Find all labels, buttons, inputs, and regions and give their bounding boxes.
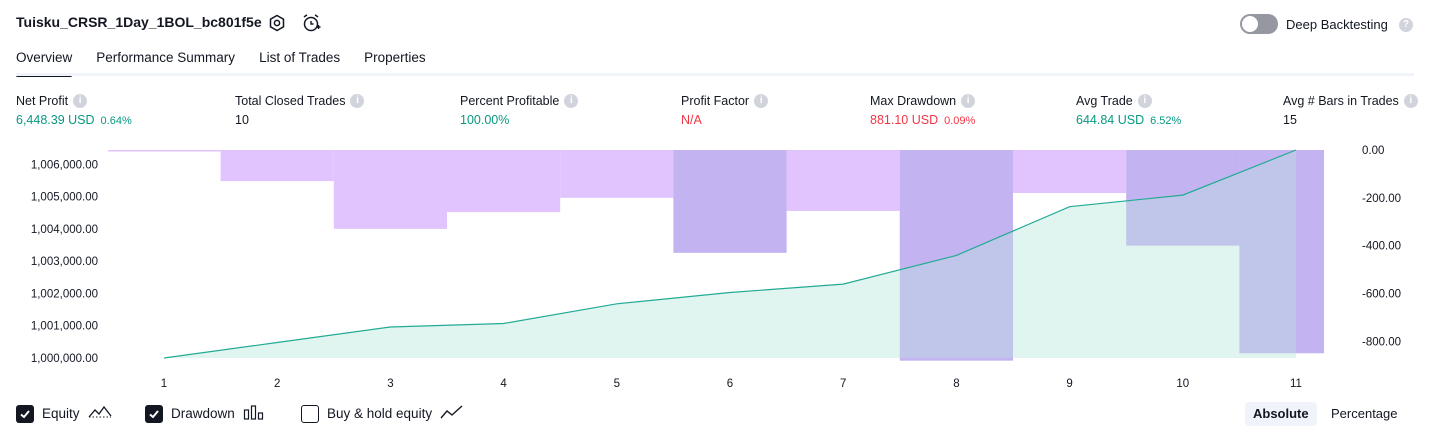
left-axis-tick-label: 1,006,000.00 [31, 159, 98, 171]
drawdown-bar [560, 150, 674, 198]
right-axis-tick-label: -600.00 [1362, 288, 1401, 300]
metric-label: Avg # Bars in Trades [1283, 94, 1399, 108]
equity-line-icon [88, 404, 112, 423]
metric-percent-profitable: Percent Profitable i 100.00% [460, 94, 579, 127]
checkbox-unchecked[interactable] [301, 404, 319, 423]
x-axis-tick-label: 8 [953, 378, 959, 390]
metric-value: 881.10 USD [870, 113, 939, 127]
question-icon[interactable]: ? [1399, 18, 1413, 32]
x-axis-tick-label: 2 [274, 378, 280, 390]
legend-equity[interactable]: Equity [16, 404, 112, 423]
tab-overview[interactable]: Overview [16, 48, 73, 77]
drawdown-bar [447, 150, 561, 213]
left-axis-tick-label: 1,005,000.00 [31, 192, 98, 204]
legend-drawdown[interactable]: Drawdown [145, 404, 265, 423]
metric-avg-bars: Avg # Bars in Trades i 15 [1283, 94, 1418, 127]
drawdown-bar-overlay [1126, 150, 1240, 246]
equity-drawdown-chart[interactable]: 1,006,000.00 1,005,000.00 1,004,000.00 1,00… [0, 140, 1431, 396]
metric-value: 15 [1283, 113, 1297, 127]
left-axis-tick-label: 1,001,000.00 [31, 321, 98, 333]
left-axis-tick-label: 1,000,000.00 [31, 353, 98, 365]
left-axis-tick-label: 1,003,000.00 [31, 256, 98, 268]
drawdown-bar [673, 150, 787, 253]
checkbox-checked[interactable] [16, 404, 34, 423]
x-axis-tick-label: 11 [1290, 378, 1302, 390]
equity-area [164, 150, 1296, 358]
metric-label: Percent Profitable [460, 94, 560, 108]
x-axis-tick-label: 1 [161, 378, 167, 390]
metric-net-profit: Net Profit i 6,448.39 USD 0.64% [16, 94, 132, 127]
x-axis-tick-label: 5 [614, 378, 620, 390]
equity-line [163, 149, 1297, 359]
metric-profit-factor: Profit Factor i N/A [681, 94, 769, 127]
deep-backtesting-label: Deep Backtesting [1286, 17, 1388, 32]
left-axis-tick-label: 1,004,000.00 [31, 224, 98, 236]
drawdown-bar-overlay [1239, 150, 1324, 354]
deep-backtesting-toggle[interactable] [1240, 14, 1278, 34]
legend-label: Equity [42, 406, 80, 421]
tab-list-of-trades[interactable]: List of Trades [259, 50, 341, 65]
metric-percent: 0.09% [944, 115, 976, 127]
right-axis-tick-label: -800.00 [1362, 336, 1401, 348]
metric-value: N/A [681, 113, 702, 127]
checkbox-checked[interactable] [145, 404, 163, 423]
info-icon[interactable]: i [73, 94, 88, 108]
metric-label: Profit Factor [681, 94, 750, 108]
info-icon[interactable]: i [564, 94, 579, 108]
drawdown-bar [333, 150, 447, 229]
x-axis-tick-label: 3 [387, 378, 393, 390]
info-icon[interactable]: i [1403, 94, 1418, 108]
alarm-clock-plus-icon[interactable] [300, 12, 322, 34]
metric-label: Total Closed Trades [235, 94, 346, 108]
legend-label: Buy & hold equity [327, 406, 433, 421]
metric-label: Max Drawdown [870, 94, 957, 108]
metric-value: 100.00% [460, 113, 510, 127]
drawdown-bar [108, 150, 221, 152]
metric-avg-trade: Avg Trade i 644.84 USD 6.52% [1076, 94, 1181, 127]
legend-label: Drawdown [171, 406, 235, 421]
metric-value: 10 [235, 113, 249, 127]
x-axis-tick-label: 6 [727, 378, 733, 390]
metric-total-closed-trades: Total Closed Trades i 10 [235, 94, 365, 127]
metric-label: Net Profit [16, 94, 69, 108]
tab-performance-summary[interactable]: Performance Summary [96, 50, 236, 65]
left-axis-tick-label: 1,002,000.00 [31, 288, 98, 300]
metric-value: 6,448.39 USD [16, 113, 95, 127]
info-icon[interactable]: i [961, 94, 976, 108]
metric-max-drawdown: Max Drawdown i 881.10 USD 0.09% [870, 94, 975, 127]
tab-bar: Overview Performance Summary List of Tra… [16, 48, 450, 77]
buy-hold-line-icon [440, 404, 464, 423]
toggle-knob [1242, 16, 1258, 32]
info-icon[interactable]: i [754, 94, 769, 108]
drawdown-bar-overlay [673, 150, 787, 253]
metric-percent: 0.64% [100, 115, 132, 127]
drawdown-bar [1013, 150, 1127, 194]
metric-value: 644.84 USD [1076, 113, 1145, 127]
absolute-button[interactable]: Absolute [1245, 402, 1317, 426]
percentage-button[interactable]: Percentage [1331, 406, 1398, 421]
gear-icon[interactable] [266, 12, 288, 34]
drawdown-bars-icon [243, 404, 265, 423]
metric-percent: 6.52% [1150, 115, 1182, 127]
right-axis-tick-label: 0.00 [1362, 145, 1384, 157]
right-axis-tick-label: -400.00 [1362, 241, 1401, 253]
strategy-title: Tuisku_CRSR_1Day_1BOL_bc801f5e [16, 14, 262, 30]
info-icon[interactable]: i [1137, 94, 1152, 108]
metric-label: Avg Trade [1076, 94, 1133, 108]
tab-properties[interactable]: Properties [364, 50, 426, 65]
legend-buy-hold-equity[interactable]: Buy & hold equity [301, 404, 464, 423]
x-axis-tick-label: 7 [840, 378, 846, 390]
info-icon[interactable]: i [350, 94, 365, 108]
tabs-divider [16, 73, 1414, 76]
x-axis-tick-label: 10 [1176, 378, 1189, 390]
x-axis-tick-label: 4 [500, 378, 507, 390]
drawdown-bar [220, 150, 334, 182]
drawdown-bar [786, 150, 900, 211]
right-axis-tick-label: -200.00 [1362, 193, 1401, 205]
x-axis-tick-label: 9 [1066, 378, 1072, 390]
